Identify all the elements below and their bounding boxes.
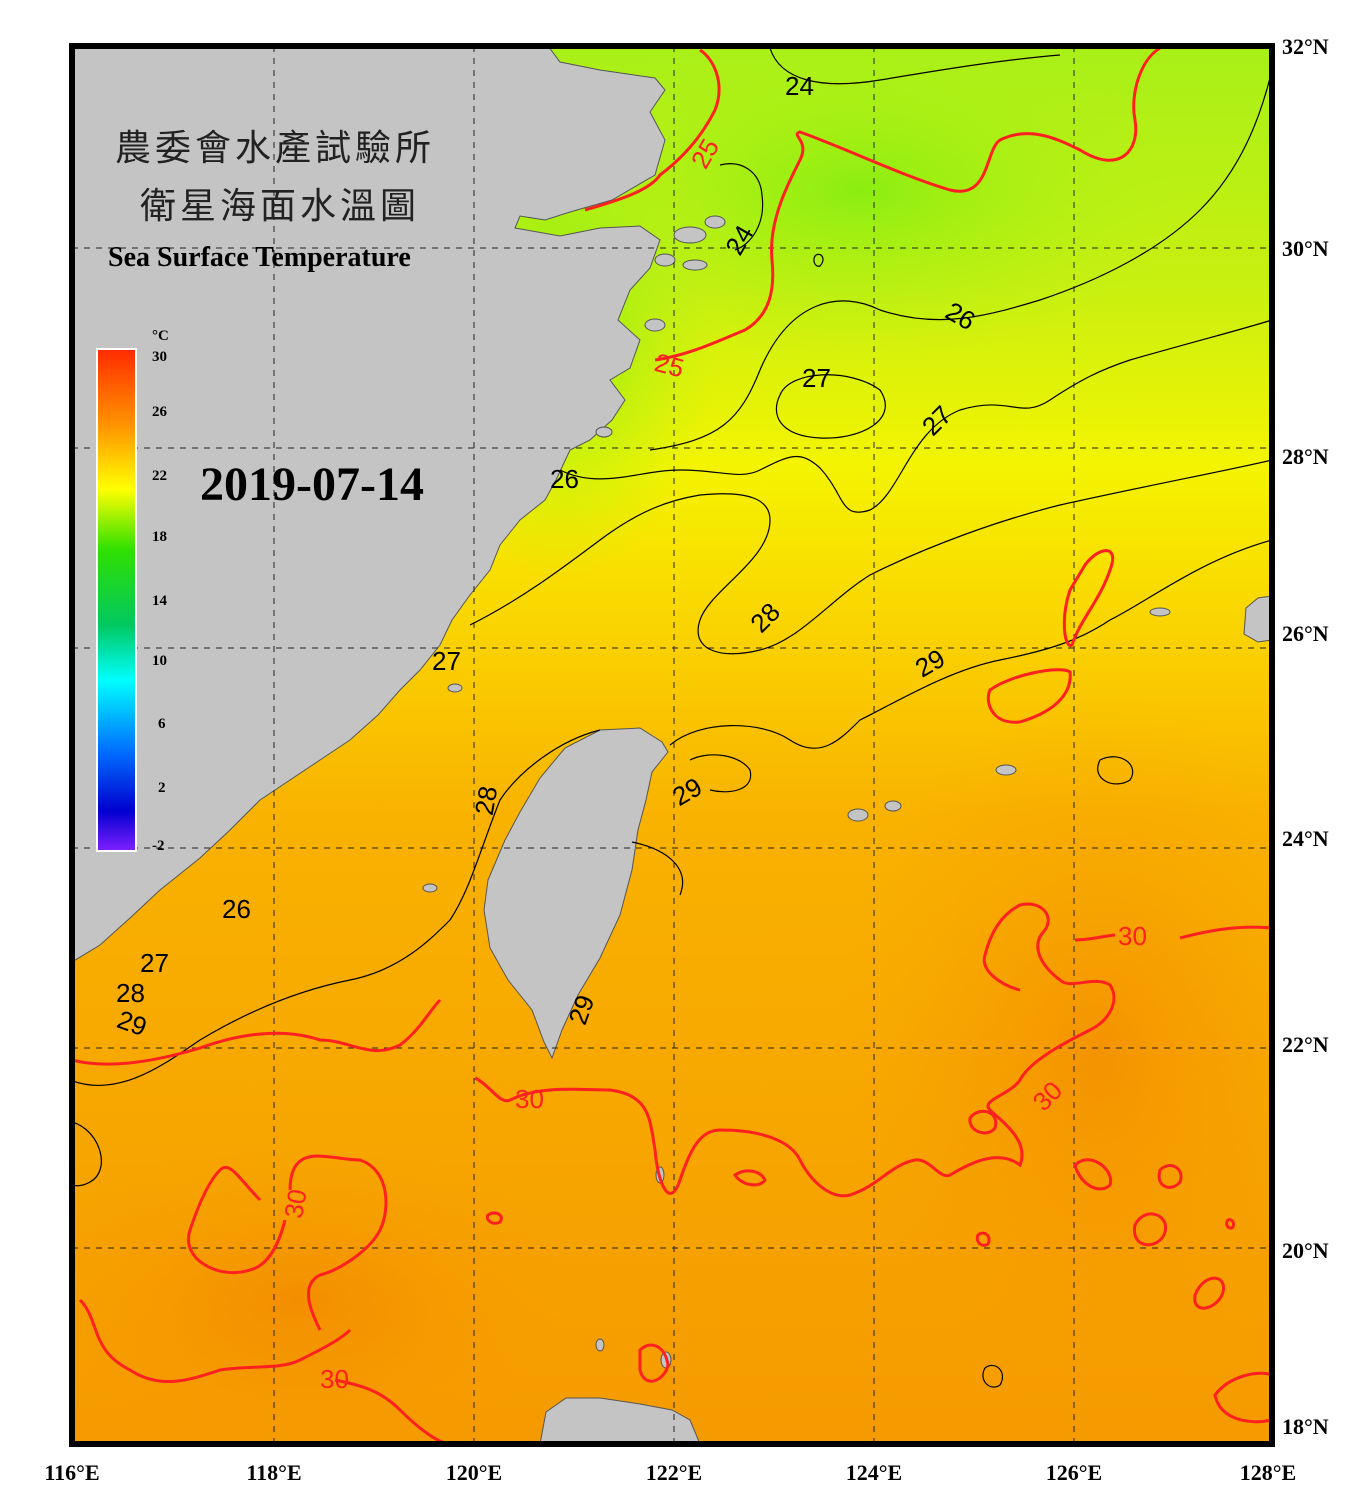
- contour-label: 28: [469, 784, 504, 818]
- graticule: [72, 46, 1272, 1444]
- contour-label: 24: [785, 71, 814, 101]
- x-axis-label: 124°E: [846, 1460, 902, 1485]
- colorbar: °C 30 26 22 18 14 10 6 2 -2: [96, 328, 169, 854]
- contour-label: 27: [432, 646, 461, 676]
- okinawa-island: [1243, 595, 1272, 643]
- isotherms-red: [72, 46, 1272, 1444]
- y-axis-labels: 32°N 30°N 28°N 26°N 24°N 22°N 20°N 18°N: [1282, 34, 1329, 1439]
- contour-label: 27: [140, 948, 169, 978]
- colorbar-tick: 6: [158, 716, 166, 732]
- contour-label: 30: [278, 1187, 313, 1221]
- x-axis-label: 116°E: [44, 1460, 99, 1485]
- contour-label: 30: [515, 1084, 544, 1114]
- isotherms-black: [72, 47, 1272, 1388]
- colorbar-tick: 10: [152, 653, 167, 669]
- title-line2: 衛星海面水溫圖: [140, 186, 420, 227]
- colorbar-tick: 14: [152, 593, 168, 609]
- colorbar-tick: 22: [152, 468, 167, 484]
- china-mainland: [72, 46, 666, 963]
- y-axis-label: 30°N: [1282, 236, 1329, 261]
- contour-label: 30: [320, 1364, 349, 1394]
- contour-label: 30: [1118, 921, 1147, 951]
- colorbar-unit: °C: [152, 328, 169, 344]
- title-line1: 農委會水產試驗所: [115, 128, 435, 169]
- map-date: 2019-07-14: [200, 458, 424, 511]
- x-axis-label: 122°E: [646, 1460, 702, 1485]
- y-axis-label: 26°N: [1282, 621, 1329, 646]
- luzon-island: [539, 1397, 701, 1444]
- colorbar-tick: 2: [158, 780, 166, 796]
- contour-label: 27: [802, 363, 831, 393]
- taiwan-island: [483, 727, 669, 1060]
- colorbar-ramp: [96, 348, 137, 852]
- colorbar-tick: 26: [152, 404, 168, 420]
- y-axis-label: 24°N: [1282, 826, 1329, 851]
- x-axis-label: 126°E: [1046, 1460, 1102, 1485]
- y-axis-label: 20°N: [1282, 1238, 1329, 1263]
- colorbar-tick: 18: [152, 529, 167, 545]
- title-english: Sea Surface Temperature: [108, 242, 411, 273]
- contour-label: 26: [222, 894, 251, 924]
- coastal-islands: [422, 215, 1171, 1369]
- x-axis-labels: 116°E 118°E 120°E 122°E 124°E 126°E 128°…: [44, 1460, 1296, 1485]
- y-axis-label: 28°N: [1282, 444, 1329, 469]
- y-axis-label: 32°N: [1282, 34, 1329, 59]
- warm-water-region-2: [72, 1140, 580, 1444]
- x-axis-label: 118°E: [246, 1460, 301, 1485]
- contour-label: 26: [550, 464, 579, 494]
- map-frame: [69, 43, 1275, 1447]
- colorbar-tick: 30: [152, 349, 167, 365]
- y-axis-label: 22°N: [1282, 1032, 1329, 1057]
- colorbar-tick: -2: [152, 838, 165, 854]
- x-axis-label: 120°E: [446, 1460, 502, 1485]
- x-axis-label: 128°E: [1240, 1460, 1296, 1485]
- contour-label: 28: [116, 978, 145, 1008]
- y-axis-label: 18°N: [1282, 1414, 1329, 1439]
